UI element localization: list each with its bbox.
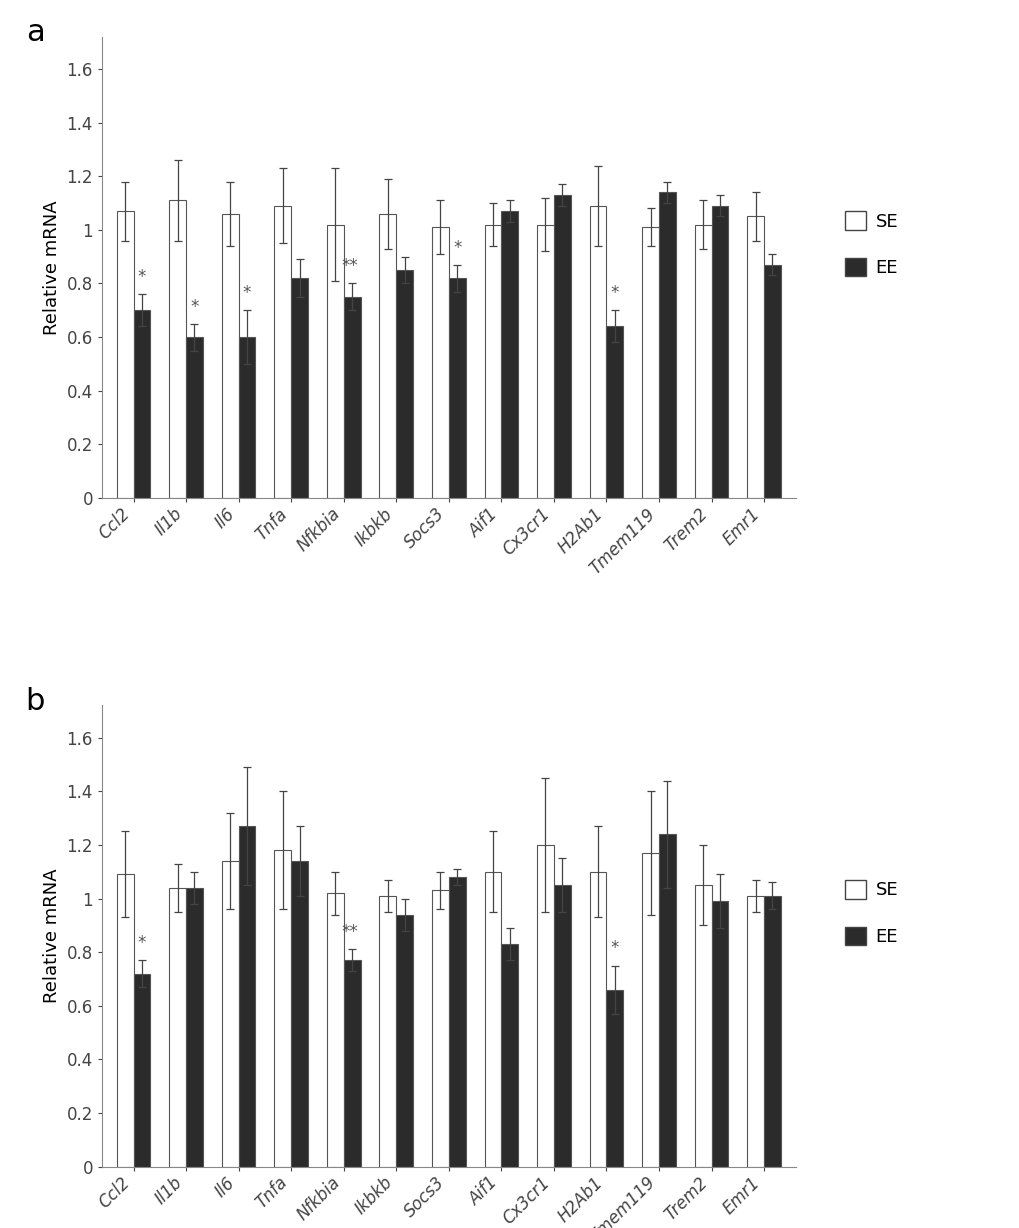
Bar <box>448 278 465 499</box>
Bar <box>274 850 290 1167</box>
Bar <box>290 861 308 1167</box>
Bar <box>747 895 763 1167</box>
Bar <box>589 872 606 1167</box>
Bar <box>763 895 781 1167</box>
Bar <box>116 211 133 499</box>
Text: *: * <box>610 284 619 302</box>
Bar <box>501 211 518 499</box>
Bar <box>274 206 290 499</box>
Bar <box>290 278 308 499</box>
Bar <box>326 225 343 499</box>
Bar <box>133 974 150 1167</box>
Bar <box>238 338 255 499</box>
Bar <box>694 885 711 1167</box>
Bar <box>537 845 553 1167</box>
Text: *: * <box>610 939 619 958</box>
Bar <box>432 890 448 1167</box>
Y-axis label: Relative mRNA: Relative mRNA <box>43 868 61 1003</box>
Bar <box>221 214 238 499</box>
Bar <box>763 265 781 499</box>
Bar <box>537 225 553 499</box>
Bar <box>606 990 623 1167</box>
Bar <box>747 216 763 499</box>
Bar <box>185 888 203 1167</box>
Text: *: * <box>138 935 146 952</box>
Bar <box>484 872 501 1167</box>
Bar <box>553 885 571 1167</box>
Bar <box>238 826 255 1167</box>
Bar <box>432 227 448 499</box>
Bar <box>501 944 518 1167</box>
Legend: SE, EE: SE, EE <box>839 874 903 952</box>
Text: *: * <box>138 268 146 286</box>
Bar <box>658 834 676 1167</box>
Text: b: b <box>25 686 45 716</box>
Bar <box>343 960 360 1167</box>
Text: *: * <box>191 297 199 316</box>
Bar <box>379 895 395 1167</box>
Bar <box>448 877 465 1167</box>
Y-axis label: Relative mRNA: Relative mRNA <box>43 200 61 335</box>
Bar <box>116 874 133 1167</box>
Bar <box>169 888 185 1167</box>
Bar <box>658 193 676 499</box>
Text: **: ** <box>340 258 358 275</box>
Bar <box>395 270 413 499</box>
Legend: SE, EE: SE, EE <box>839 206 903 282</box>
Bar <box>553 195 571 499</box>
Bar <box>694 225 711 499</box>
Text: **: ** <box>340 923 358 942</box>
Bar <box>326 893 343 1167</box>
Bar <box>711 206 728 499</box>
Bar <box>343 297 360 499</box>
Bar <box>642 853 658 1167</box>
Text: *: * <box>243 284 251 302</box>
Bar <box>589 206 606 499</box>
Bar <box>606 327 623 499</box>
Text: *: * <box>452 238 461 257</box>
Bar <box>395 915 413 1167</box>
Text: a: a <box>25 18 45 48</box>
Bar <box>133 311 150 499</box>
Bar <box>185 338 203 499</box>
Bar <box>484 225 501 499</box>
Bar <box>221 861 238 1167</box>
Bar <box>379 214 395 499</box>
Bar <box>711 901 728 1167</box>
Bar <box>169 200 185 499</box>
Bar <box>642 227 658 499</box>
